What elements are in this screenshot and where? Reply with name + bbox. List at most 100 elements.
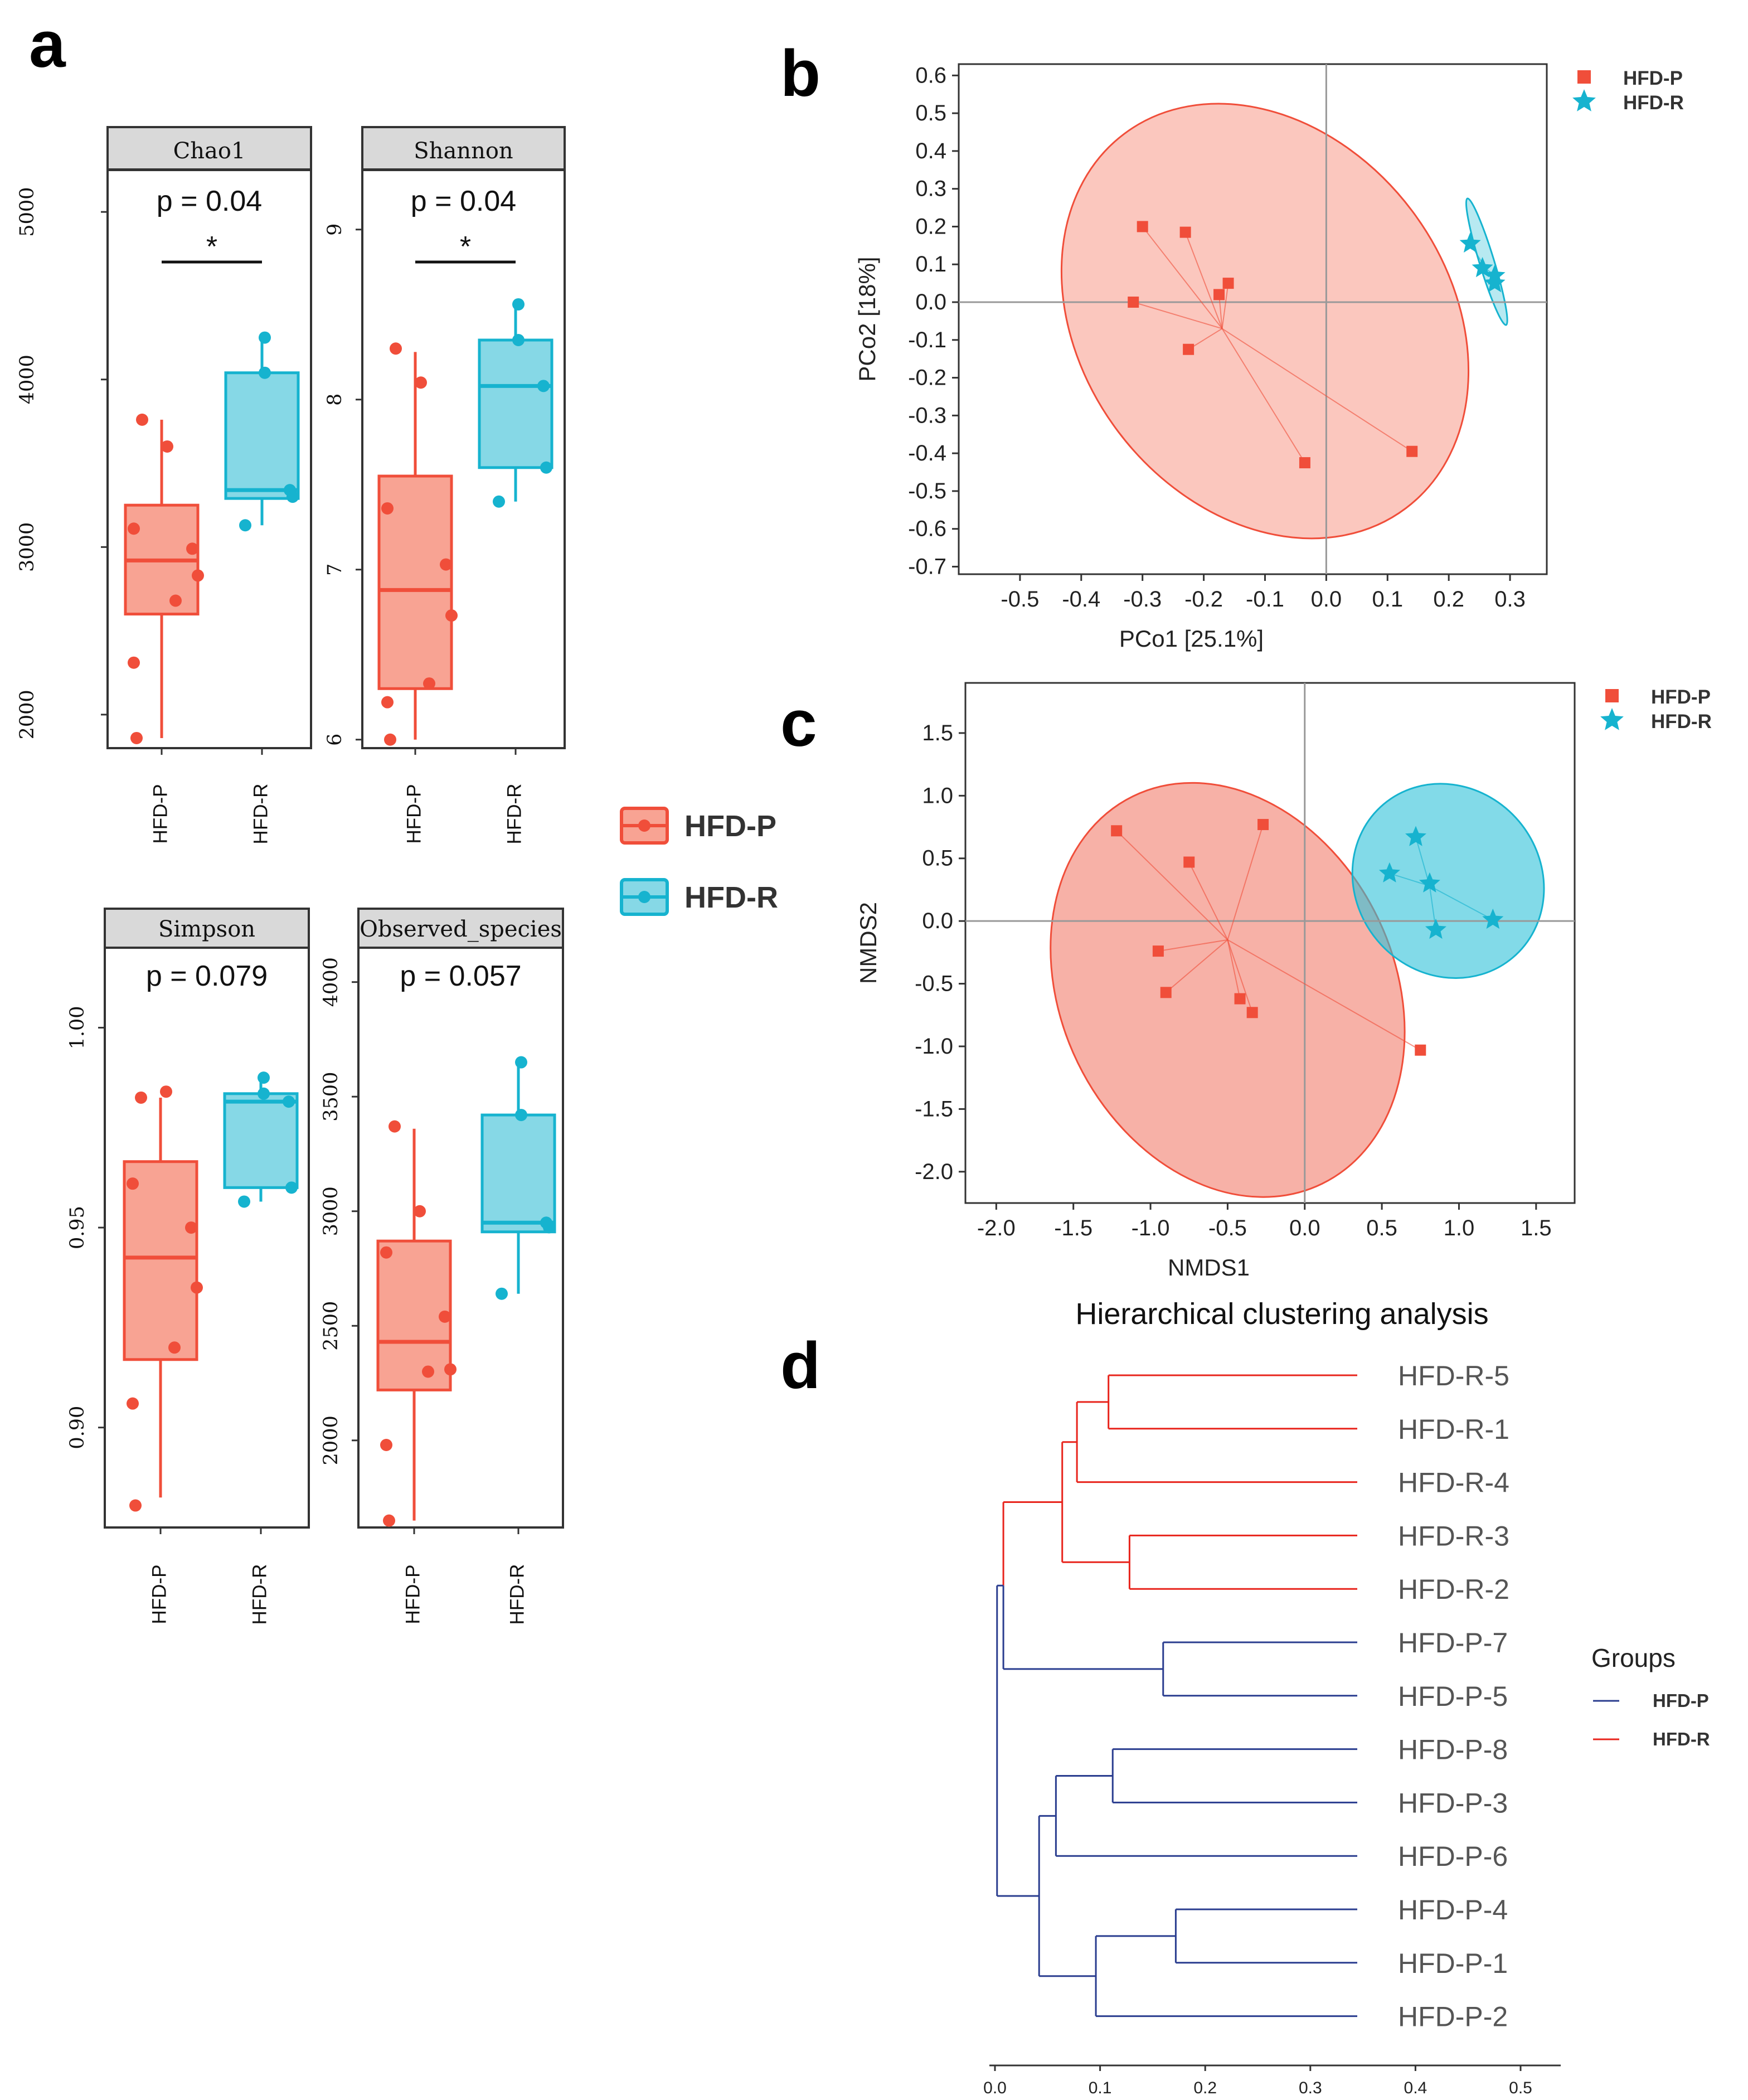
- nmds-legend-r: HFD-R: [1651, 711, 1712, 733]
- chao1-xtick-label: HFD-P: [149, 784, 171, 844]
- shannon-point: [440, 558, 452, 571]
- pcoa-spider-line: [1222, 328, 1412, 452]
- observed_species-ytick-label: 3500: [320, 1072, 342, 1122]
- nmds-xtick-label: -1.5: [1054, 1216, 1092, 1240]
- pcoa-ytick-label: 0.4: [915, 139, 946, 163]
- pcoa-xtick-label: 0.3: [1494, 587, 1526, 612]
- nmds-point-square: [1152, 945, 1164, 957]
- panel-letter-b: b: [780, 37, 820, 110]
- simpson-ytick-label: 0.95: [66, 1206, 89, 1249]
- legend-hfd-r-label: HFD-R: [684, 881, 778, 914]
- leaf-label: HFD-P-1: [1398, 1948, 1508, 1979]
- chao1-point: [161, 440, 173, 453]
- simpson-box-0: [123, 1160, 198, 1361]
- simpson-point: [258, 1087, 270, 1100]
- observed_species-xtick-label: HFD-R: [506, 1564, 528, 1625]
- nmds-ytick-label: -1.0: [915, 1034, 953, 1059]
- nmds-point-star: [1419, 872, 1440, 893]
- nmds-xlabel: NMDS1: [1168, 1254, 1250, 1281]
- chao1-point: [128, 656, 140, 669]
- leaf-label: HFD-P-3: [1398, 1787, 1508, 1818]
- shannon-point: [493, 495, 505, 508]
- leaf-label: HFD-P-2: [1398, 2001, 1508, 2033]
- nmds-point-star: [1482, 908, 1504, 929]
- chao1-boxplot: Chao1 p = 0.04 * 2000 3000 4000 5000 HFD-P HFD-R: [16, 126, 312, 844]
- observed_species-point: [414, 1205, 426, 1218]
- observed_species-ytick-label: 2000: [320, 1415, 342, 1465]
- chao1-ytick-label: 4000: [16, 355, 38, 404]
- pcoa-xlabel: PCo1 [25.1%]: [1119, 625, 1264, 652]
- nmds-spider-line: [1415, 837, 1430, 886]
- nmds-spider-line: [1389, 872, 1430, 887]
- pcoa-legend-p: HFD-P: [1623, 67, 1683, 89]
- simpson-pvalue: p = 0.079: [146, 960, 268, 992]
- shannon-box-0: [377, 474, 453, 690]
- pcoa-spider-line: [1221, 283, 1229, 329]
- shannon-strip: [361, 126, 566, 171]
- shannon-box-1: [478, 338, 553, 469]
- simpson-point: [127, 1397, 139, 1410]
- observed_species-xtick-label: HFD-P: [402, 1565, 424, 1624]
- nmds-spider-line: [1116, 830, 1229, 940]
- simpson-strip: [104, 908, 310, 949]
- shannon-point: [512, 298, 525, 311]
- simpson-point: [283, 1095, 295, 1108]
- pcoa-xtick-label: -0.3: [1123, 587, 1162, 612]
- chao1-ytick-label: 3000: [16, 522, 38, 572]
- nmds-ytick-label: 0.5: [922, 846, 953, 871]
- simpson-ytick-label: 1.00: [66, 1006, 89, 1049]
- leaf-label: HFD-P-7: [1398, 1627, 1508, 1658]
- pcoa-ytick-label: -0.5: [908, 479, 946, 503]
- observed_species-point: [444, 1363, 457, 1376]
- shannon-xtick-label: HFD-R: [503, 784, 525, 845]
- shannon-point: [390, 342, 402, 355]
- pcoa-ytick-label: 0.3: [915, 177, 946, 201]
- nmds-spider-line: [1227, 939, 1253, 1013]
- shannon-point: [423, 677, 435, 690]
- observed_species-point: [496, 1287, 508, 1300]
- simpson-point: [191, 1281, 203, 1294]
- shannon-ytick-label: 9: [324, 224, 346, 236]
- pcoa-ytick-label: -0.3: [908, 403, 946, 428]
- simpson-point: [129, 1499, 142, 1512]
- nmds-point-star: [1378, 862, 1400, 882]
- nmds-ylabel: NMDS2: [855, 902, 881, 984]
- pcoa-legend-r: HFD-R: [1623, 92, 1684, 114]
- simpson-xtick-label: HFD-R: [249, 1564, 270, 1625]
- chao1-point: [136, 413, 148, 426]
- shannon-signif-star: *: [460, 231, 471, 263]
- pcoa-point-square: [1406, 445, 1418, 457]
- simpson-point: [160, 1085, 172, 1098]
- chao1-point: [186, 542, 198, 555]
- pcoa-point-square: [1179, 226, 1191, 238]
- nmds-legend-p: HFD-P: [1651, 686, 1711, 708]
- observed_species-ytick-label: 4000: [320, 957, 342, 1007]
- chao1-strip: [106, 126, 312, 171]
- shannon-ytick-label: 8: [324, 394, 346, 406]
- shannon-point: [512, 334, 525, 346]
- nmds-ytick-label: 1.0: [922, 783, 953, 808]
- pcoa-legend-square: [1577, 70, 1591, 84]
- nmds-ytick-label: -0.5: [915, 972, 953, 996]
- pcoa-point-square: [1128, 297, 1139, 308]
- leaf-label: HFD-R-2: [1398, 1574, 1509, 1605]
- nmds-xtick-label: -2.0: [977, 1216, 1016, 1240]
- simpson-title: Simpson: [158, 916, 255, 942]
- observed_species-point: [389, 1120, 401, 1133]
- dendrogram-xtick-label: 0.3: [1299, 2079, 1322, 2097]
- observed_species-point: [422, 1365, 434, 1378]
- chao1-pvalue: p = 0.04: [157, 185, 262, 217]
- simpson-point: [285, 1181, 298, 1194]
- simpson-point: [135, 1091, 147, 1104]
- nmds-spider-line: [1188, 862, 1229, 940]
- nmds-legend-square: [1605, 689, 1619, 702]
- pcoa-ytick-label: -0.7: [908, 554, 946, 579]
- nmds-spider-line: [1166, 939, 1229, 993]
- alpha-diversity-panel: Chao1 p = 0.04 * 2000 3000 4000 5000 HFD-P HFD-R…: [16, 126, 566, 1625]
- nmds-point-square: [1234, 993, 1246, 1005]
- observed_species-title: Observed_species: [360, 916, 562, 942]
- nmds-spider-line: [1158, 939, 1228, 952]
- chao1-point: [192, 569, 204, 582]
- observed_species-point: [515, 1109, 527, 1122]
